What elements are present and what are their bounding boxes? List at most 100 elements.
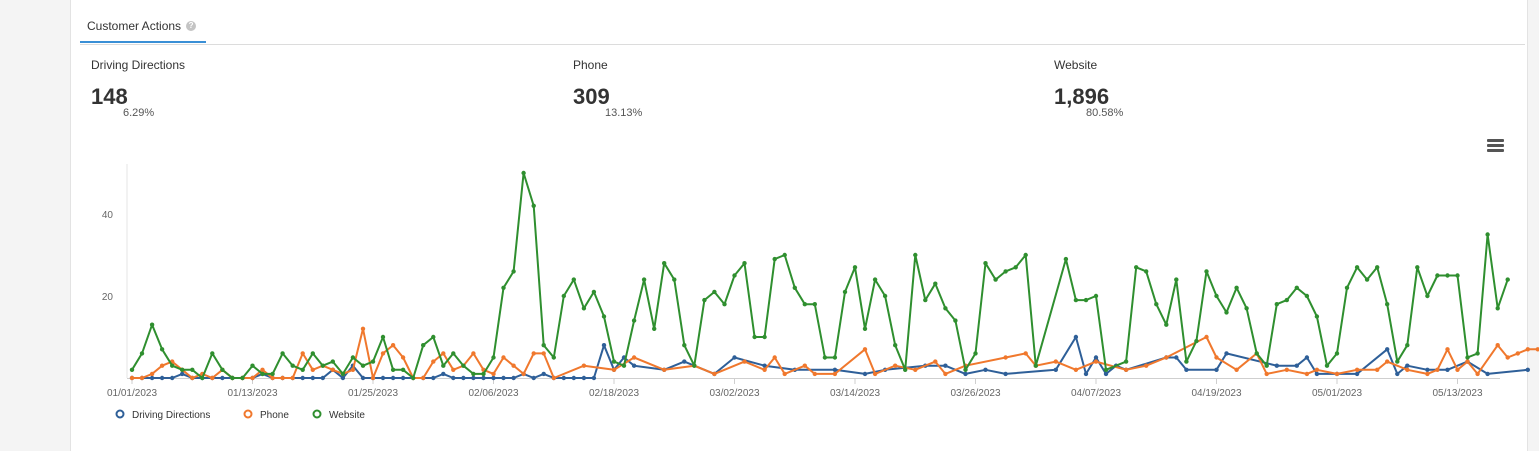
data-point[interactable] <box>792 285 797 290</box>
data-point[interactable] <box>1485 232 1490 237</box>
data-point[interactable] <box>270 375 275 381</box>
data-point[interactable] <box>1294 285 1300 290</box>
data-point[interactable] <box>1053 359 1059 364</box>
data-point[interactable] <box>1254 351 1259 356</box>
data-point[interactable] <box>1465 355 1470 360</box>
data-point[interactable] <box>250 363 255 368</box>
tab-customer-actions[interactable]: Customer Actions ? <box>80 10 206 43</box>
data-point[interactable] <box>1274 363 1280 368</box>
data-point[interactable] <box>812 302 817 307</box>
data-point[interactable] <box>581 363 587 368</box>
data-point[interactable] <box>1395 359 1400 364</box>
data-point[interactable] <box>340 371 346 377</box>
data-point[interactable] <box>1485 371 1490 377</box>
data-point[interactable] <box>451 367 456 372</box>
data-point[interactable] <box>1003 269 1008 274</box>
data-point[interactable] <box>551 355 556 360</box>
data-point[interactable] <box>1385 302 1390 307</box>
data-point[interactable] <box>421 343 426 348</box>
data-point[interactable] <box>1134 265 1139 270</box>
data-point[interactable] <box>260 371 265 377</box>
data-point[interactable] <box>380 334 386 340</box>
data-point[interactable] <box>1023 351 1028 356</box>
data-point[interactable] <box>180 371 185 377</box>
data-point[interactable] <box>742 261 747 266</box>
data-point[interactable] <box>732 273 737 278</box>
data-point[interactable] <box>832 355 838 360</box>
data-point[interactable] <box>601 343 607 348</box>
data-point[interactable] <box>471 375 476 381</box>
data-point[interactable] <box>350 355 356 360</box>
data-point[interactable] <box>933 359 938 364</box>
data-point[interactable] <box>973 351 978 356</box>
data-point[interactable] <box>180 367 185 372</box>
data-point[interactable] <box>541 371 546 377</box>
data-point[interactable] <box>842 289 848 295</box>
data-point[interactable] <box>682 359 687 364</box>
data-point[interactable] <box>431 375 436 381</box>
data-point[interactable] <box>300 367 305 372</box>
data-point[interactable] <box>832 367 838 372</box>
data-point[interactable] <box>1344 285 1350 290</box>
data-point[interactable] <box>1304 371 1310 377</box>
data-point[interactable] <box>1505 277 1510 282</box>
legend-item[interactable]: Driving Directions <box>132 410 210 421</box>
data-point[interactable] <box>1455 367 1460 372</box>
data-point[interactable] <box>1234 285 1239 290</box>
data-point[interactable] <box>159 347 165 352</box>
data-point[interactable] <box>541 343 546 348</box>
data-point[interactable] <box>310 367 315 372</box>
data-point[interactable] <box>712 289 717 295</box>
data-point[interactable] <box>862 347 868 352</box>
data-point[interactable] <box>250 375 255 381</box>
data-point[interactable] <box>732 355 737 360</box>
data-point[interactable] <box>822 355 828 360</box>
data-point[interactable] <box>1264 363 1269 368</box>
data-point[interactable] <box>330 367 335 372</box>
data-point[interactable] <box>903 367 908 372</box>
data-point[interactable] <box>481 371 486 377</box>
data-point[interactable] <box>280 375 285 381</box>
data-point[interactable] <box>852 265 858 270</box>
data-point[interactable] <box>1184 359 1189 364</box>
data-point[interactable] <box>862 326 868 331</box>
data-point[interactable] <box>129 375 135 381</box>
data-point[interactable] <box>1204 269 1209 274</box>
data-point[interactable] <box>1495 343 1500 348</box>
data-point[interactable] <box>631 318 637 323</box>
data-point[interactable] <box>1184 367 1189 372</box>
data-point[interactable] <box>1455 273 1460 278</box>
data-point[interactable] <box>491 355 496 360</box>
data-point[interactable] <box>983 261 988 266</box>
data-point[interactable] <box>1073 367 1079 372</box>
data-point[interactable] <box>1475 371 1480 377</box>
data-point[interactable] <box>1073 297 1079 303</box>
data-point[interactable] <box>1033 363 1039 368</box>
data-point[interactable] <box>461 363 466 368</box>
data-point[interactable] <box>300 351 305 356</box>
data-point[interactable] <box>662 367 667 372</box>
data-point[interactable] <box>431 359 436 364</box>
data-point[interactable] <box>159 375 165 381</box>
data-point[interactable] <box>441 371 446 377</box>
data-point[interactable] <box>1364 277 1370 282</box>
data-point[interactable] <box>1093 355 1099 360</box>
data-point[interactable] <box>923 297 928 303</box>
data-point[interactable] <box>370 375 376 381</box>
data-point[interactable] <box>571 277 576 282</box>
data-point[interactable] <box>752 334 757 340</box>
data-point[interactable] <box>1435 273 1440 278</box>
data-point[interactable] <box>1214 293 1219 299</box>
data-point[interactable] <box>1375 367 1380 372</box>
data-point[interactable] <box>1234 367 1239 372</box>
data-point[interactable] <box>149 322 155 327</box>
data-point[interactable] <box>1284 297 1290 303</box>
data-point[interactable] <box>1003 355 1008 360</box>
data-point[interactable] <box>953 318 958 323</box>
data-point[interactable] <box>672 277 677 282</box>
data-point[interactable] <box>1304 293 1310 299</box>
data-point[interactable] <box>270 371 275 377</box>
data-point[interactable] <box>421 375 426 381</box>
data-point[interactable] <box>461 375 466 381</box>
data-point[interactable] <box>1354 367 1360 372</box>
